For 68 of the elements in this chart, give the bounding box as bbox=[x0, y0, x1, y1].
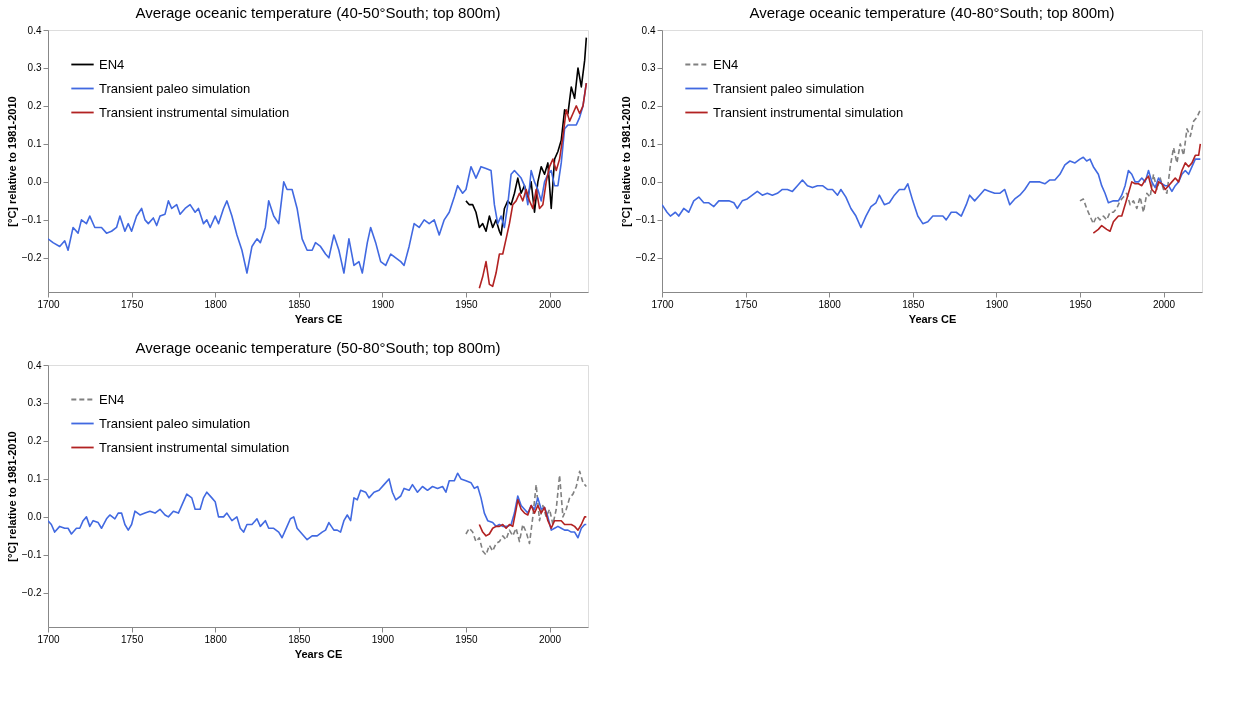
x-tick-label: 1850 bbox=[902, 298, 925, 310]
x-tick-label: 1900 bbox=[371, 298, 395, 310]
y-tick-label: −0.2 bbox=[21, 252, 42, 264]
x-tick-label: 1900 bbox=[985, 298, 1009, 310]
x-tick-label: 1850 bbox=[288, 633, 311, 645]
legend-label: EN4 bbox=[99, 56, 125, 72]
legend-label: Transient paleo simulation bbox=[99, 80, 251, 96]
y-tick-label: 0.2 bbox=[27, 435, 42, 447]
y-tick-label: 0.0 bbox=[27, 176, 42, 188]
y-tick-label: 0.4 bbox=[27, 359, 42, 371]
legend-label: Transient paleo simulation bbox=[713, 80, 865, 96]
legend-label: Transient paleo simulation bbox=[99, 415, 251, 431]
x-tick-label: 1700 bbox=[37, 298, 61, 310]
x-axis-title: Years CE bbox=[294, 647, 343, 660]
y-tick-label: 0.2 bbox=[27, 100, 42, 112]
x-tick-label: 2000 bbox=[538, 298, 562, 310]
y-axis-title: [°C] relative to 1981-2010 bbox=[5, 96, 18, 227]
line-series bbox=[478, 82, 588, 289]
x-axis-title: Years CE bbox=[908, 312, 957, 325]
legend-label: EN4 bbox=[99, 391, 125, 407]
line-series bbox=[1079, 108, 1202, 225]
y-tick-label: 0.2 bbox=[641, 100, 656, 112]
x-axis-title: Years CE bbox=[294, 312, 343, 325]
y-tick-label: 0.3 bbox=[27, 397, 42, 409]
y-tick-label: 0.0 bbox=[641, 176, 656, 188]
y-tick-label: −0.1 bbox=[635, 214, 656, 226]
line-series bbox=[465, 36, 588, 236]
x-tick-label: 1900 bbox=[371, 633, 395, 645]
x-tick-label: 1750 bbox=[734, 298, 758, 310]
y-tick-label: 0.3 bbox=[27, 62, 42, 74]
y-tick-label: 0.1 bbox=[27, 473, 42, 485]
y-axis-title: [°C] relative to 1981-2010 bbox=[5, 431, 18, 562]
x-tick-label: 1750 bbox=[120, 298, 144, 310]
chart-title: Average oceanic temperature (50-80°South; top 800m) bbox=[135, 339, 501, 356]
x-tick-label: 1950 bbox=[455, 633, 479, 645]
y-tick-label: −0.1 bbox=[21, 549, 42, 561]
y-tick-label: 0.4 bbox=[641, 24, 656, 36]
legend-label: Transient instrumental simulation bbox=[99, 104, 290, 120]
y-tick-label: 0.4 bbox=[27, 24, 42, 36]
x-tick-label: 2000 bbox=[1152, 298, 1176, 310]
x-tick-label: 1800 bbox=[204, 633, 228, 645]
x-tick-label: 2000 bbox=[538, 633, 562, 645]
chart-title: Average oceanic temperature (40-80°South; top 800m) bbox=[749, 4, 1115, 21]
line-series bbox=[465, 470, 588, 556]
legend-label: EN4 bbox=[713, 56, 739, 72]
y-tick-label: −0.1 bbox=[21, 214, 42, 226]
y-axis-title: [°C] relative to 1981-2010 bbox=[619, 96, 632, 227]
line-series bbox=[48, 472, 588, 541]
x-tick-label: 1700 bbox=[651, 298, 675, 310]
x-tick-label: 1700 bbox=[37, 633, 61, 645]
chart-title: Average oceanic temperature (40-50°South; top 800m) bbox=[135, 4, 501, 21]
y-tick-label: 0.3 bbox=[641, 62, 656, 74]
y-tick-label: 0.0 bbox=[27, 511, 42, 523]
x-tick-label: 1950 bbox=[455, 298, 479, 310]
legend-label: Transient instrumental simulation bbox=[713, 104, 904, 120]
legend-label: Transient instrumental simulation bbox=[99, 439, 290, 455]
y-tick-label: −0.2 bbox=[635, 252, 656, 264]
line-series bbox=[662, 156, 1202, 229]
x-tick-label: 1850 bbox=[288, 298, 311, 310]
x-tick-label: 1800 bbox=[204, 298, 228, 310]
x-tick-label: 1950 bbox=[1069, 298, 1093, 310]
y-tick-label: 0.1 bbox=[27, 138, 42, 150]
y-tick-label: −0.2 bbox=[21, 587, 42, 599]
line-series bbox=[1092, 143, 1202, 234]
y-tick-label: 0.1 bbox=[641, 138, 656, 150]
x-tick-label: 1750 bbox=[120, 633, 144, 645]
line-series bbox=[478, 499, 588, 537]
x-tick-label: 1800 bbox=[818, 298, 842, 310]
